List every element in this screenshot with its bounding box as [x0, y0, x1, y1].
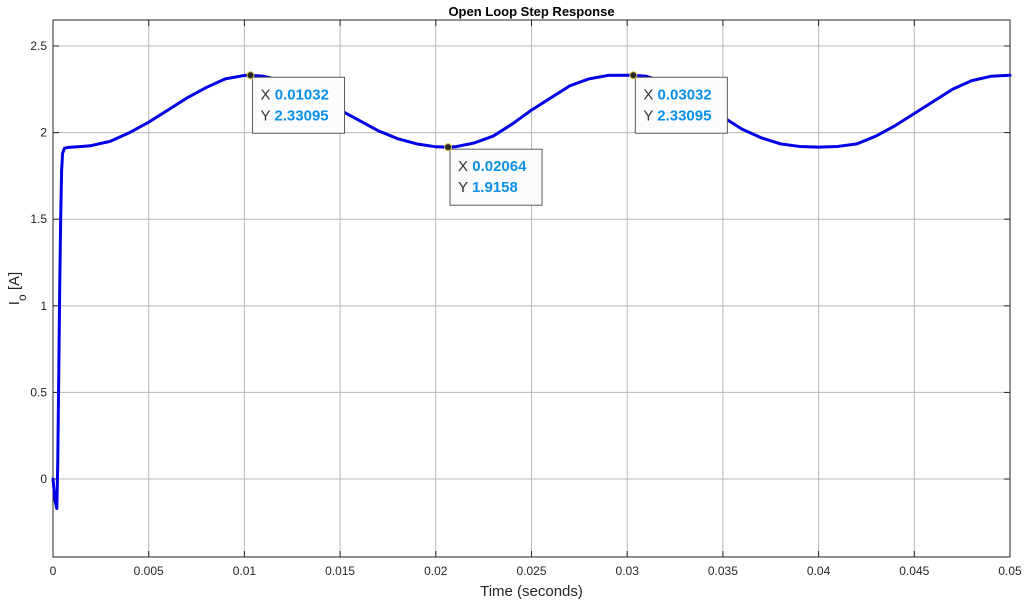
datatip-y-row: Y 2.33095: [643, 107, 711, 124]
datatip-x-row: X 0.01032: [261, 86, 329, 103]
datatip-x-row: X 0.02064: [458, 158, 527, 175]
y-axis-title-unit: [A]: [6, 272, 23, 295]
y-tick-label: 1.5: [30, 212, 47, 226]
y-tick-label: 0.5: [30, 385, 47, 399]
x-tick-label: 0.035: [708, 564, 738, 578]
datatip-x-row: X 0.03032: [643, 86, 711, 103]
datatip-x-value: 0.01032: [275, 86, 329, 103]
y-axis-title-subscript: o: [15, 294, 29, 301]
y-tick-label: 2: [40, 126, 47, 140]
y-axis-title-main: I: [6, 301, 23, 305]
datatip-y-key: Y: [261, 107, 275, 124]
x-tick-label: 0.04: [807, 564, 831, 578]
datatip-y-value: 1.9158: [472, 179, 518, 196]
axis-ticks: 0 0.005 0.01 0.015 0.02 0.025 0.03 0.035 0.04 0.0…: [30, 20, 1022, 578]
grid: [53, 20, 1010, 557]
y-axis-title: Io [A]: [6, 272, 29, 305]
x-tick-label: 0.01: [233, 564, 257, 578]
datatip-box: [634, 76, 728, 134]
x-tick-label: 0.015: [325, 564, 355, 578]
x-tick-label: 0.02: [424, 564, 448, 578]
datatip-box: [252, 76, 346, 134]
x-tick-label: 0.03: [616, 564, 640, 578]
datatip-box: [449, 148, 543, 206]
datatip-y-key: Y: [643, 107, 657, 124]
x-axis-title: Time (seconds): [480, 583, 583, 600]
y-tick-label: 0: [40, 472, 47, 486]
x-tick-label: 0: [50, 564, 57, 578]
datatip-marker: [246, 71, 255, 80]
datatip-y-key: Y: [458, 179, 472, 196]
datatip-x-key: X: [643, 86, 657, 103]
datatip-y-row: Y 1.9158: [458, 179, 518, 196]
x-tick-label: 0.045: [899, 564, 929, 578]
x-tick-label: 0.025: [516, 564, 546, 578]
datatip-x-value: 0.02064: [472, 158, 527, 175]
series-group: [51, 73, 1012, 510]
series-line: [51, 73, 1012, 510]
datatip-x-key: X: [261, 86, 275, 103]
datatip-marker: [629, 71, 638, 80]
datatip-x-key: X: [458, 158, 472, 175]
chart-title: Open Loop Step Response: [448, 4, 614, 19]
y-tick-label: 1: [40, 299, 47, 313]
datatip-marker: [444, 143, 453, 152]
datatip-x-value: 0.03032: [658, 86, 712, 103]
x-tick-label: 0.05: [998, 564, 1022, 578]
datatip-y-value: 2.33095: [274, 107, 328, 124]
x-tick-label: 0.005: [134, 564, 164, 578]
datatip-y-value: 2.33095: [657, 107, 711, 124]
datatip-y-row: Y 2.33095: [261, 107, 329, 124]
y-tick-label: 2.5: [30, 39, 47, 53]
